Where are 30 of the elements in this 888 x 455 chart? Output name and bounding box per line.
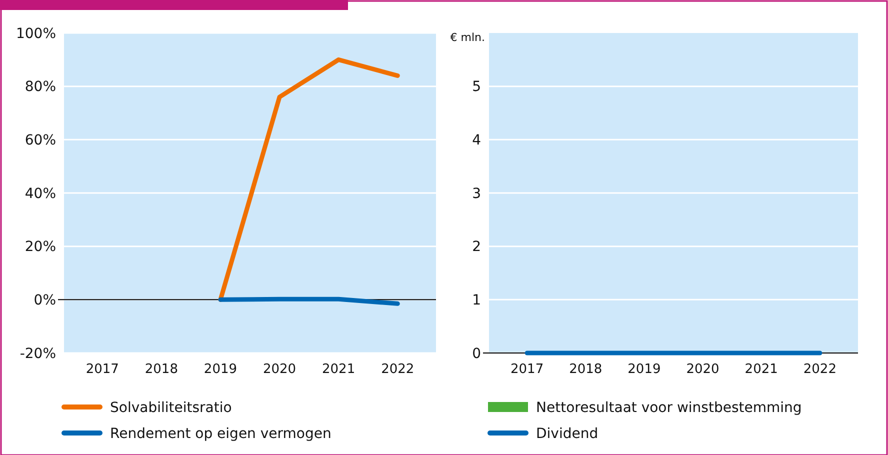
y-tick-label: 2 (472, 239, 481, 256)
y-tick-label: -20% (20, 346, 56, 362)
x-tick-label: 2017 (86, 362, 119, 377)
x-tick-label: 2022 (803, 362, 836, 377)
x-tick-label: 2020 (262, 362, 296, 377)
legend-label: Nettoresultaat voor winstbestemming (536, 400, 802, 416)
y-tick-label: 80% (24, 79, 56, 96)
y-axis-title: € mln. (450, 30, 485, 44)
x-tick-label: 2021 (322, 362, 356, 377)
legend-label: Rendement op eigen vermogen (110, 426, 332, 442)
y-tick-label: 60% (24, 132, 56, 149)
x-tick-label: 2021 (744, 362, 778, 377)
x-tick-label: 2018 (569, 362, 602, 377)
y-tick-label: 100% (16, 26, 56, 42)
y-tick-label: 0 (472, 346, 481, 362)
x-tick-label: 2017 (510, 362, 544, 377)
x-tick-label: 2018 (144, 362, 178, 377)
y-tick-label: 5 (472, 79, 481, 96)
x-tick-label: 2019 (628, 362, 661, 377)
x-tick-label: 2020 (686, 362, 720, 377)
legend-label: Dividend (536, 426, 598, 442)
y-tick-label: 4 (472, 132, 482, 149)
y-tick-label: 1 (472, 292, 481, 309)
y-tick-label: 0% (34, 292, 56, 309)
x-tick-label: 2019 (204, 362, 238, 377)
y-tick-label: 3 (472, 186, 481, 202)
legend-label: Solvabiliteitsratio (110, 400, 232, 416)
y-tick-label: 20% (24, 239, 56, 256)
x-tick-label: 2022 (381, 362, 414, 377)
y-tick-label: 40% (24, 186, 56, 202)
